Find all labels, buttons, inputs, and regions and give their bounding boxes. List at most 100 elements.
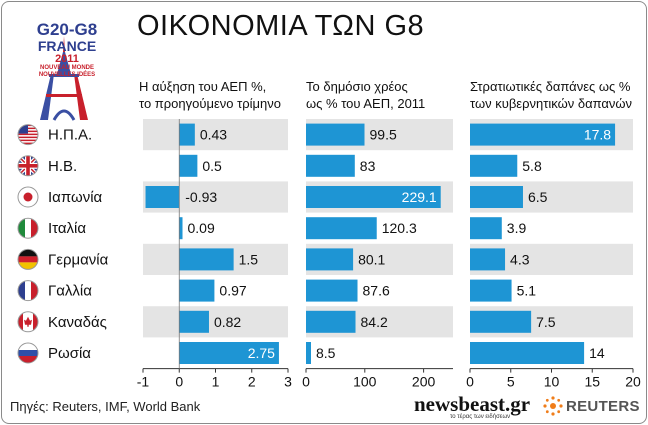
data-label: 0.5 — [202, 158, 222, 174]
bar — [179, 217, 183, 240]
chart-debt-title-line-1: Το δημόσιο χρέος — [306, 79, 408, 94]
logo-motto-1: NOUVEAU MONDE — [39, 65, 94, 71]
bar — [306, 186, 441, 208]
reuters-logo: REUTERS — [566, 398, 640, 415]
logo-motto-2: NOUVELLES IDÉES — [38, 72, 96, 78]
bar — [306, 342, 311, 364]
logo-year: 2011 — [55, 53, 79, 65]
country-label: Καναδάς — [48, 314, 107, 331]
data-label: 83 — [360, 158, 376, 174]
bar — [179, 342, 279, 364]
country-label: Η.Β. — [48, 158, 77, 175]
data-label: 0.09 — [188, 220, 215, 236]
country-label: Γαλλία — [48, 283, 92, 300]
data-label: 0.43 — [200, 127, 227, 143]
tick-label: 2 — [248, 374, 256, 390]
france-flag-icon — [17, 280, 39, 302]
data-label: -0.93 — [185, 189, 217, 205]
chart-gdp-title-line-1: Η αύξηση του ΑΕΠ %, — [139, 79, 267, 94]
newsbeast-tagline: το τέρας των ειδήσεων — [450, 414, 511, 420]
source-note: Πηγές: Reuters, IMF, World Bank — [10, 399, 201, 414]
row-band — [143, 119, 288, 151]
tick-label: 15 — [584, 374, 600, 390]
chart-military-title-line-1: Στρατιωτικές δαπάνες ως % — [470, 79, 631, 94]
bar — [470, 342, 585, 364]
tick-label: 200 — [412, 374, 436, 390]
bar — [306, 310, 356, 333]
bar — [306, 217, 377, 240]
tick-label: 100 — [353, 374, 377, 390]
eiffel-tower-icon — [40, 36, 88, 121]
data-label: 17.8 — [584, 127, 611, 143]
data-label: 0.82 — [214, 314, 241, 330]
chart-debt-title: Το δημόσιο χρέος ως % του ΑΕΠ, 2011 — [306, 78, 425, 112]
chart-gdp-title: Η αύξηση του ΑΕΠ %, το προηγούμενο τρίμη… — [139, 78, 281, 112]
country-label: Ρωσία — [48, 345, 91, 362]
tick-label: 0 — [466, 374, 474, 390]
data-label: 1.5 — [239, 251, 259, 267]
data-label: 2.75 — [248, 345, 275, 361]
data-label: 8.5 — [316, 345, 336, 361]
bar — [306, 154, 355, 177]
chart-military-title: Στρατιωτικές δαπάνες ως % των κυβερνητικ… — [470, 78, 632, 112]
data-label: 4.3 — [510, 251, 530, 267]
data-label: 120.3 — [382, 220, 417, 236]
country-label: Γερμανία — [48, 251, 109, 268]
bar — [179, 123, 195, 146]
data-label: 87.6 — [363, 283, 390, 299]
tick-label: -1 — [137, 374, 150, 390]
bar — [470, 279, 512, 302]
country-label: Ιταλία — [48, 220, 86, 237]
chart-debt-title-line-2: ως % του ΑΕΠ, 2011 — [306, 96, 426, 111]
russia-flag-icon — [17, 342, 39, 364]
data-label: 7.5 — [536, 314, 556, 330]
tick-label: 0 — [175, 374, 183, 390]
bar — [306, 248, 354, 271]
row-band — [143, 306, 288, 338]
country-label: Η.Π.Α. — [48, 127, 92, 144]
bar — [179, 248, 234, 271]
bar — [179, 154, 198, 177]
germany-flag-icon — [17, 248, 39, 270]
bar — [470, 154, 518, 177]
data-label: 84.2 — [361, 314, 388, 330]
tick-label: 5 — [507, 374, 515, 390]
bar — [470, 186, 523, 208]
data-label: 99.5 — [370, 127, 397, 143]
bar — [306, 123, 365, 146]
tick-label: 1 — [212, 374, 220, 390]
data-label: 3.9 — [507, 220, 527, 236]
us-flag-icon — [17, 124, 39, 146]
reuters-dot-icon — [543, 396, 563, 416]
newsbeast-logo: newsbeast.gr — [414, 392, 531, 416]
chart-military-title-line-2: των κυβερνητικών δαπανών — [470, 96, 633, 111]
japan-flag-icon — [17, 186, 39, 208]
bar — [179, 310, 209, 333]
data-label: 14 — [589, 345, 605, 361]
page-title: ΟΙΚΟΝΟΜΙΑ ΤΩΝ G8 — [137, 10, 425, 42]
tick-label: 20 — [625, 374, 641, 390]
data-label: 5.8 — [522, 158, 542, 174]
country-label: Ιαπωνία — [48, 189, 103, 206]
italy-flag-icon — [17, 217, 39, 239]
data-label: 229.1 — [402, 189, 437, 205]
tick-label: 3 — [284, 374, 292, 390]
bar — [145, 186, 180, 208]
canada-flag-icon — [17, 311, 39, 333]
bar — [470, 217, 502, 240]
tick-label: 10 — [544, 374, 560, 390]
data-label: 5.1 — [517, 283, 537, 299]
tick-label: 0 — [302, 374, 310, 390]
chart-gdp-title-line-2: το προηγούμενο τρίμηνο — [139, 96, 281, 111]
data-label: 0.97 — [219, 283, 246, 299]
bar — [179, 279, 215, 302]
bar — [470, 310, 532, 333]
logo-country: FRANCE — [37, 38, 97, 54]
bar — [470, 248, 506, 271]
logo-title: G20-G8 — [36, 20, 98, 39]
data-label: 80.1 — [358, 251, 385, 267]
bar — [470, 123, 616, 146]
uk-flag-icon — [17, 155, 39, 177]
